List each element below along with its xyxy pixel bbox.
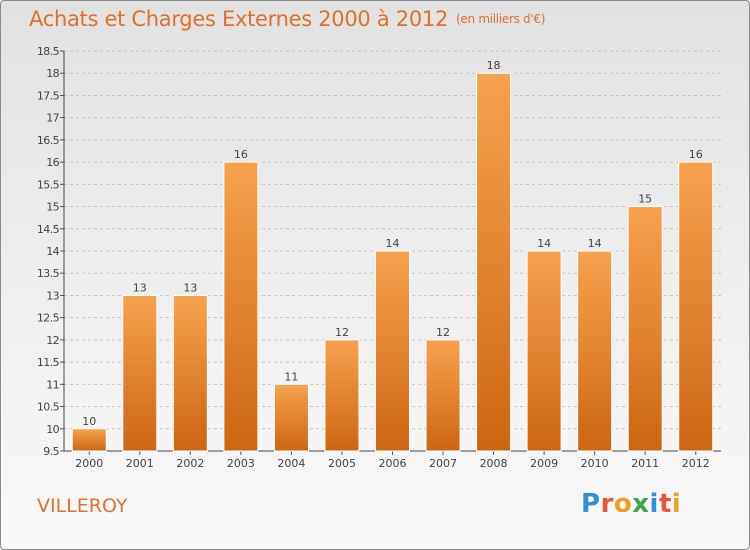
bars: [71, 72, 714, 452]
bar-value-label: 14: [386, 237, 400, 250]
x-tick-label: 2010: [581, 457, 609, 470]
chart-title-text: Achats et Charges Externes 2000 à 2012: [29, 7, 449, 31]
y-tick-label: 11: [46, 378, 59, 391]
x-tick-label: 2007: [429, 457, 457, 470]
bar: [71, 428, 107, 452]
y-tick-label: 14.5: [37, 223, 60, 236]
y-tick-label: 18: [46, 67, 59, 80]
chart-title: Achats et Charges Externes 2000 à 2012 (e…: [29, 7, 545, 31]
x-tick-label: 2001: [126, 457, 154, 470]
y-tick-label: 10: [46, 423, 59, 436]
y-tick-label: 9.5: [43, 445, 59, 458]
bar-value-label: 14: [537, 237, 551, 250]
y-tick-label: 12.5: [37, 312, 60, 325]
x-tick-label: 2002: [176, 457, 204, 470]
bar: [122, 294, 158, 452]
logo-letter: i: [649, 489, 659, 519]
bar-value-label: 10: [82, 415, 96, 428]
x-tick-label: 2006: [379, 457, 407, 470]
bar-value-label: 11: [284, 370, 298, 383]
y-tick-label: 12: [46, 334, 59, 347]
chart-unit: (en milliers d'€): [456, 12, 546, 26]
bar: [678, 161, 714, 452]
x-tick-label: 2008: [480, 457, 508, 470]
bar: [627, 206, 663, 452]
y-tick-label: 17.5: [37, 89, 60, 102]
x-tick-label: 2005: [328, 457, 356, 470]
bar: [223, 161, 259, 452]
bar: [577, 250, 613, 452]
y-tick-label: 15.5: [37, 178, 60, 191]
bar: [273, 383, 309, 452]
y-tick-label: 13.5: [37, 267, 60, 280]
logo-letter: x: [632, 489, 650, 519]
x-tick-label: 2011: [631, 457, 659, 470]
logo-letter: P: [581, 489, 601, 519]
y-tick-label: 16: [46, 156, 59, 169]
bar-value-label: 14: [588, 237, 602, 250]
axes: 9.5 10 10.5 11 11.5 12 12.5 13 13.5 14 14.5 15 15.5 1…: [37, 45, 721, 458]
logo-letter: r: [600, 489, 614, 519]
bar: [375, 250, 410, 452]
bar-value-label: 18: [487, 59, 501, 72]
bar: [172, 294, 208, 452]
commune-name: VILLEROY: [37, 495, 128, 517]
x-tick-label: 2000: [75, 457, 103, 470]
bar: [425, 339, 461, 452]
x-tick-label: 2004: [277, 457, 305, 470]
x-tick-label: 2003: [227, 457, 255, 470]
bar-value-label: 12: [436, 326, 450, 339]
bar-value-label: 16: [234, 148, 248, 161]
x-tick-label: 2012: [682, 457, 710, 470]
bar-value-label: 16: [689, 148, 703, 161]
x-tick-label: 2009: [530, 457, 558, 470]
y-tick-label: 15: [46, 201, 59, 214]
y-tick-label: 14: [46, 245, 59, 258]
logo-letter: t: [658, 489, 672, 519]
y-tick-label: 10.5: [37, 401, 60, 414]
bar: [476, 72, 512, 452]
y-tick-label: 18.5: [37, 45, 60, 58]
bar-value-label: 13: [133, 281, 147, 294]
bar: [526, 250, 562, 452]
bar-value-label: 13: [183, 281, 197, 294]
bar: [324, 339, 360, 452]
y-tick-label: 11.5: [37, 356, 60, 369]
y-tick-label: 13: [46, 289, 59, 302]
bar-value-label: 12: [335, 326, 349, 339]
y-tick-label: 17: [46, 112, 59, 125]
labels: 10 2000 13 2001 13 2002 16 2003 11 2004 12 2005 14 20…: [75, 59, 709, 470]
bar-value-label: 15: [638, 193, 652, 206]
logo-letter: i: [671, 489, 682, 519]
proxiti-logo[interactable]: Proxiti: [581, 489, 681, 519]
y-tick-label: 16.5: [37, 134, 60, 147]
logo-letter: o: [613, 489, 633, 519]
